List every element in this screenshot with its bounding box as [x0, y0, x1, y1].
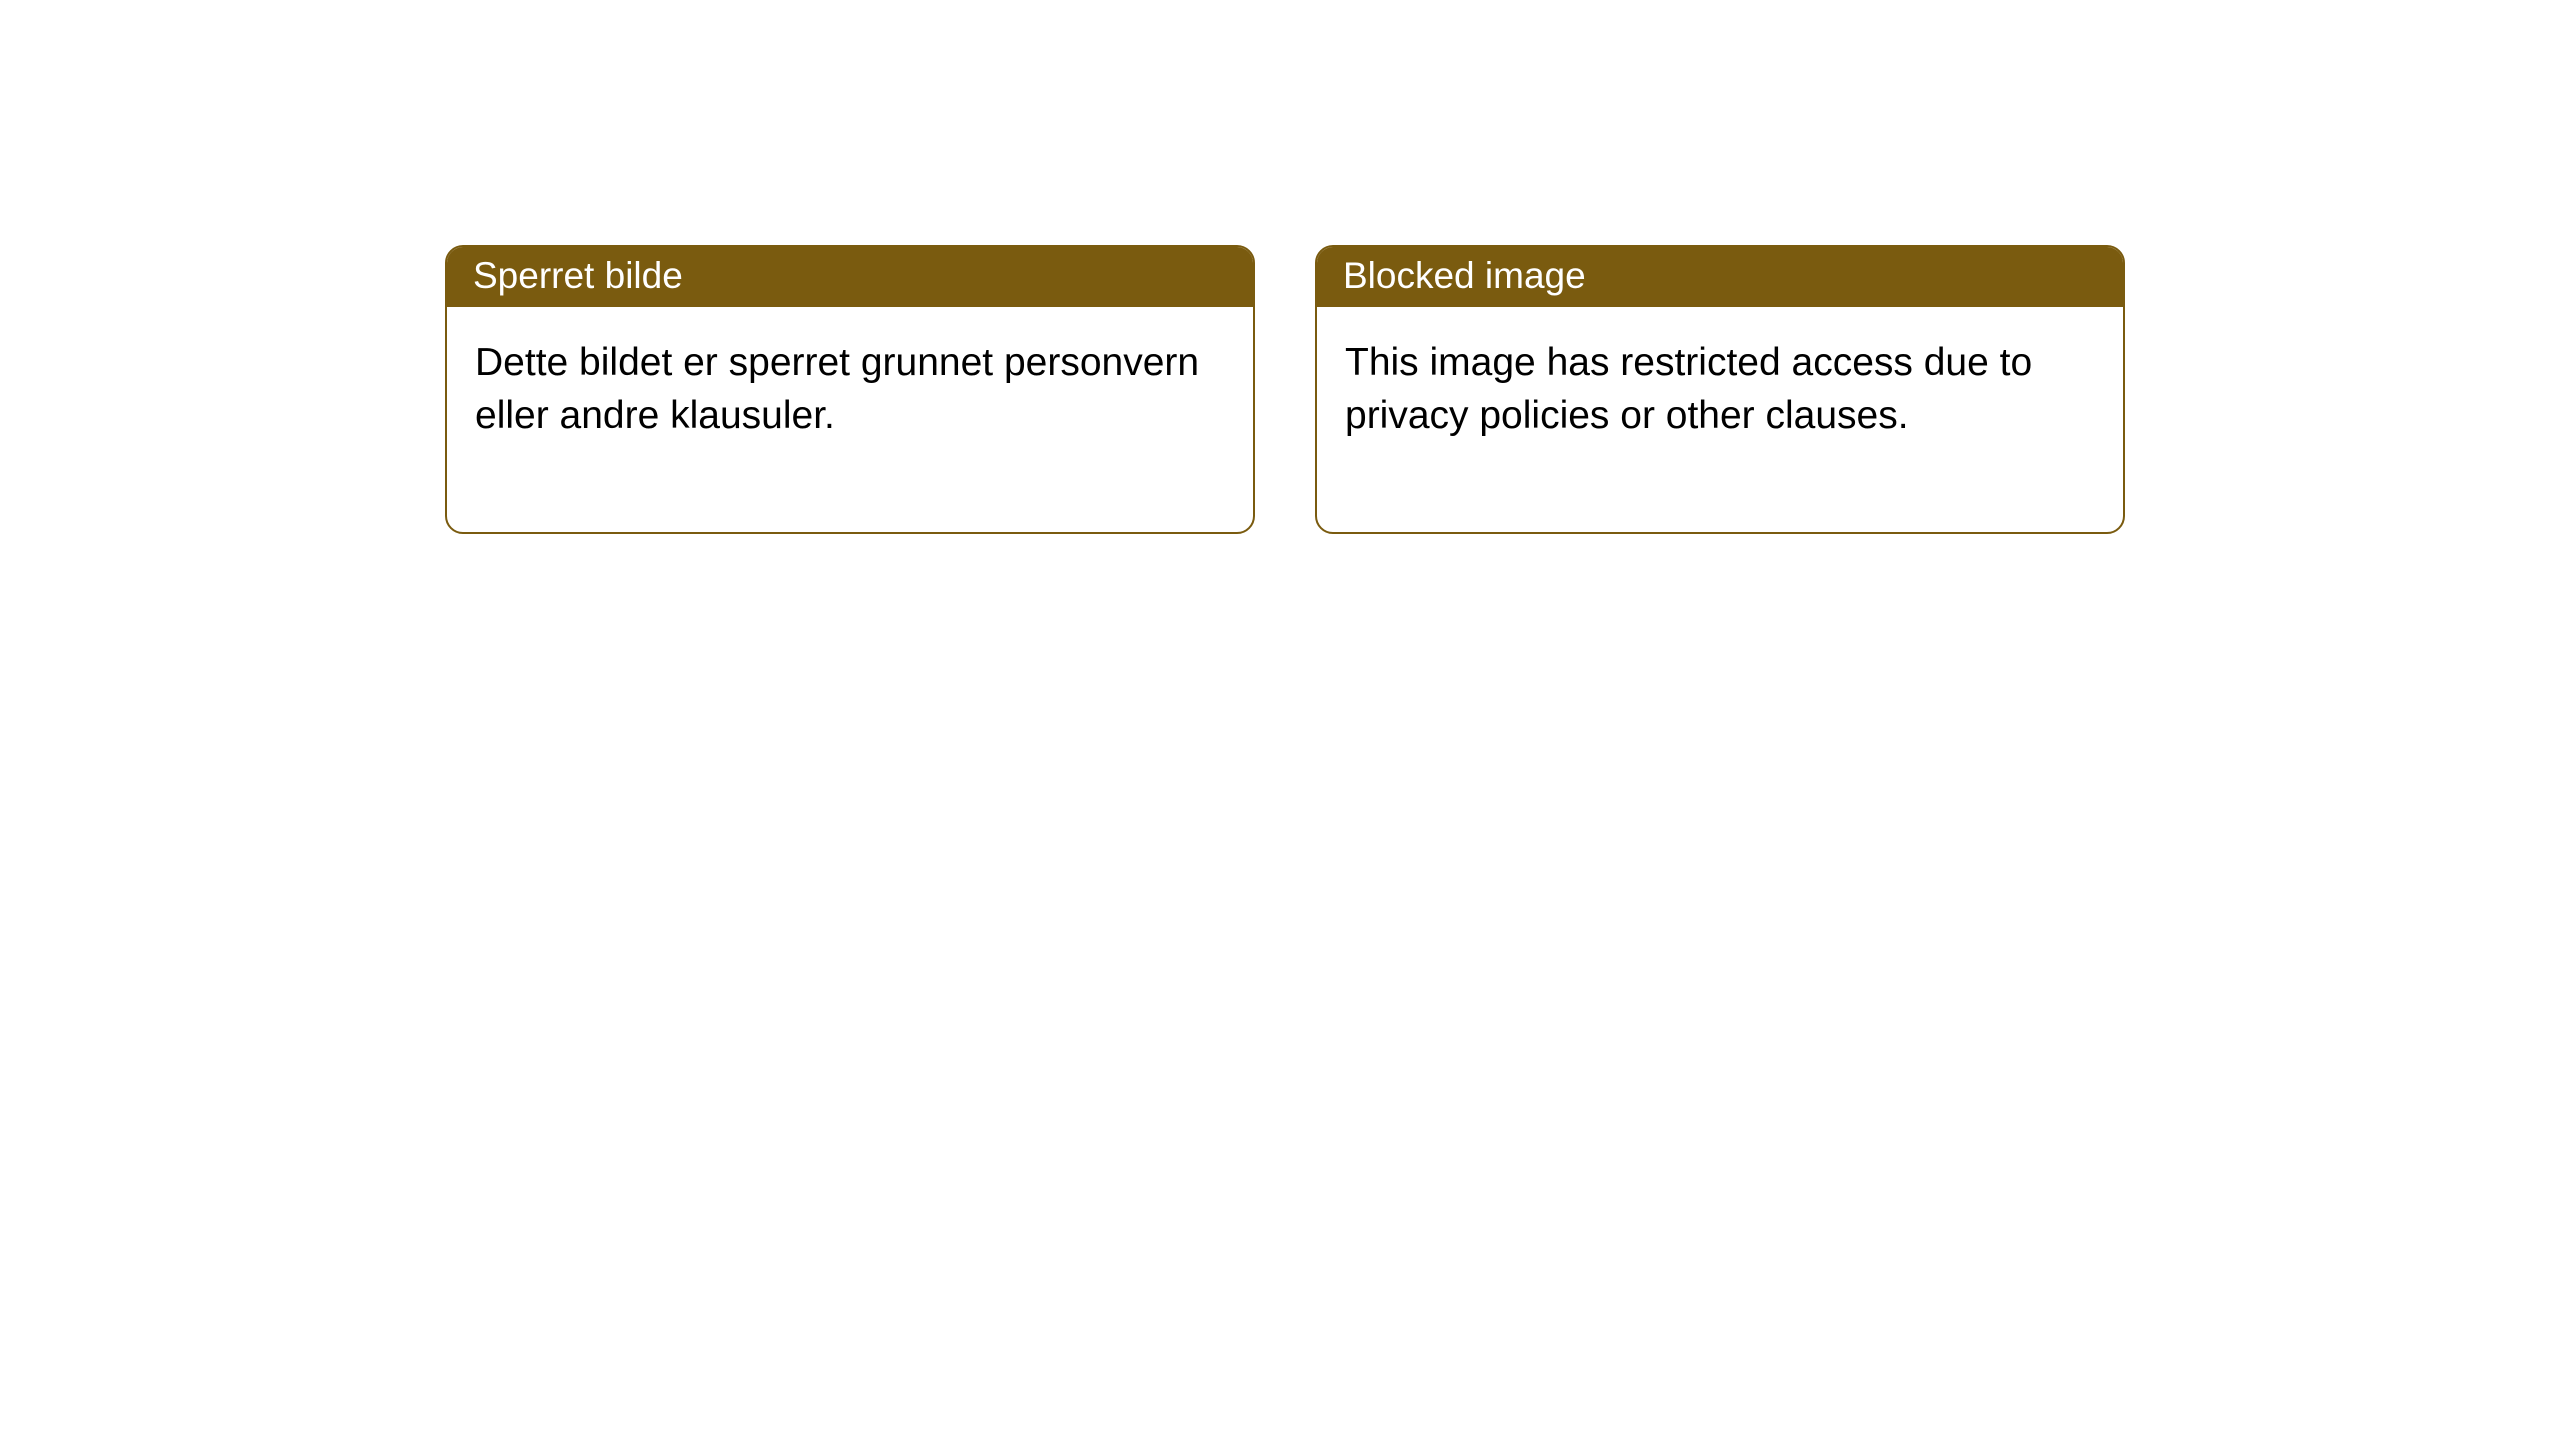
notice-container: Sperret bilde Dette bildet er sperret gr…: [445, 245, 2560, 534]
notice-card-english: Blocked image This image has restricted …: [1315, 245, 2125, 534]
notice-title-english: Blocked image: [1317, 247, 2123, 307]
notice-title-norwegian: Sperret bilde: [447, 247, 1253, 307]
notice-body-norwegian: Dette bildet er sperret grunnet personve…: [447, 307, 1253, 532]
notice-body-english: This image has restricted access due to …: [1317, 307, 2123, 532]
notice-card-norwegian: Sperret bilde Dette bildet er sperret gr…: [445, 245, 1255, 534]
